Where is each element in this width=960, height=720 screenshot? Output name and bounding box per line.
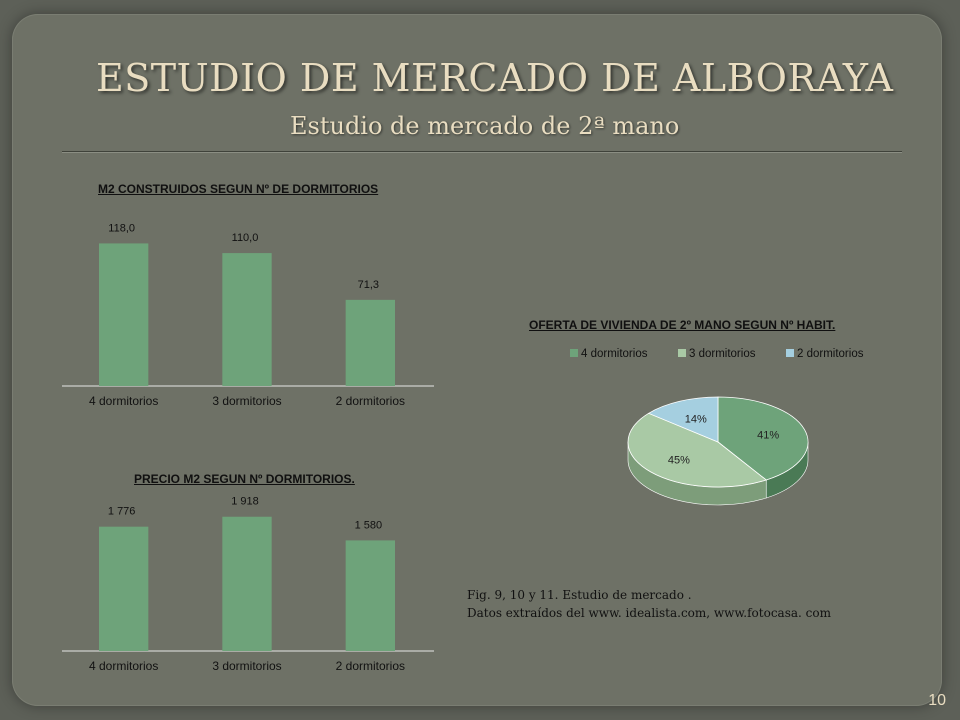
slide-frame	[12, 14, 942, 706]
caption-line-1: Fig. 9, 10 y 11. Estudio de mercado .	[467, 588, 692, 602]
chart1-data-label: 110,0	[232, 232, 259, 244]
legend-label: 2 dormitorios	[797, 348, 864, 360]
chart-oferta-vivienda: 4 dormitorios 3 dormitorios 2 dormitorios 4…	[570, 348, 864, 506]
chart3-title-suffix: .	[351, 472, 355, 486]
chart1-data-label: 118,0	[108, 222, 135, 234]
chart3-tick-label: 2 dormitorios	[336, 659, 405, 673]
chart-m2-construidos: 118,0 4 dormitorios 110,0 3 dormitorios 71,3…	[62, 222, 434, 408]
chart3-bar	[222, 516, 272, 651]
pie-data-label: 14%	[685, 413, 707, 425]
slide-title: ESTUDIO DE MERCADO DE ALBORAYA	[96, 56, 894, 100]
pie-slice	[647, 396, 719, 443]
chart-precio-m2: 1 776 4 dormitorios 1 918 3 dormitorios 1 58…	[62, 496, 434, 673]
legend-swatch	[786, 349, 794, 357]
chart1-tick-label: 2 dormitorios	[336, 394, 405, 408]
chart1-tick-label: 4 dormitorios	[89, 394, 158, 408]
chart1-bar	[99, 243, 149, 386]
legend-label: 3 dormitorios	[689, 348, 756, 360]
chart3-data-label: 1 918	[231, 496, 259, 508]
chart1-bar	[345, 299, 395, 386]
pie-data-label: 41%	[757, 430, 779, 442]
chart3-title-text: PRECIO M2 SEGUN Nº DORMITORIOS	[134, 472, 352, 486]
page-number: 10	[928, 692, 946, 709]
legend-swatch	[678, 349, 686, 357]
legend-label: 4 dormitorios	[581, 348, 648, 360]
chart3-data-label: 1 776	[108, 506, 136, 518]
title-divider	[62, 151, 902, 153]
chart1-bar	[222, 253, 272, 386]
chart1-tick-label: 3 dormitorios	[212, 394, 281, 408]
chart2-title: OFERTA DE VIVIENDA DE 2º MANO SEGUN Nº H…	[529, 318, 836, 332]
caption-line-2: Datos extraídos del www. idealista.com, …	[467, 606, 831, 620]
legend-swatch	[570, 349, 578, 357]
pie-slice	[627, 412, 768, 488]
chart3-tick-label: 4 dormitorios	[89, 659, 158, 673]
chart1-data-label: 71,3	[358, 279, 379, 291]
figure-caption: Fig. 9, 10 y 11. Estudio de mercado . Da…	[467, 586, 831, 622]
chart1-title: M2 CONSTRUIDOS SEGUN Nº DE DORMITORIOS	[98, 182, 379, 196]
chart3-bar	[345, 540, 395, 651]
chart3-tick-label: 3 dormitorios	[212, 659, 281, 673]
slide-subtitle: Estudio de mercado de 2ª mano	[290, 112, 680, 140]
chart3-data-label: 1 580	[355, 519, 383, 531]
chart3-title: PRECIO M2 SEGUN Nº DORMITORIOS.	[134, 472, 355, 486]
pie-data-label: 45%	[668, 454, 690, 466]
chart3-bar	[99, 526, 149, 651]
